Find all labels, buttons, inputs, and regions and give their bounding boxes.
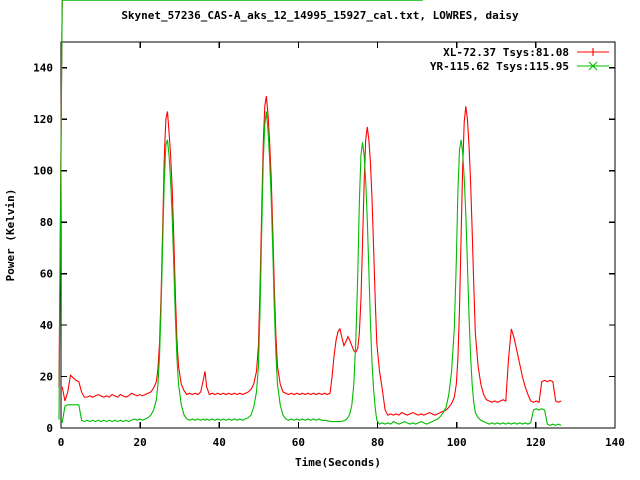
legend-label-0: XL-72.37 Tsys:81.08 xyxy=(443,46,569,59)
x-tick-label: 20 xyxy=(134,436,147,449)
y-tick-label: 0 xyxy=(46,422,53,435)
x-tick-label: 40 xyxy=(213,436,226,449)
chart-title: Skynet_57236_CAS-A_aks_12_14995_15927_ca… xyxy=(121,9,519,22)
y-tick-label: 120 xyxy=(33,113,53,126)
x-tick-label: 120 xyxy=(526,436,546,449)
y-tick-label: 140 xyxy=(33,62,53,75)
y-tick-label: 100 xyxy=(33,165,53,178)
series-1 xyxy=(58,0,562,427)
data-series-group xyxy=(58,0,562,427)
y-tick-label: 80 xyxy=(40,216,53,229)
x-tick-label: 140 xyxy=(605,436,625,449)
legend-label-1: YR-115.62 Tsys:115.95 xyxy=(430,60,569,73)
x-axis-title: Time(Seconds) xyxy=(295,456,381,469)
legend-marker-1 xyxy=(588,61,598,71)
series-line xyxy=(61,95,562,416)
legend-marker-0 xyxy=(589,48,597,56)
plot-frame xyxy=(60,41,616,429)
axes-frame xyxy=(60,41,616,429)
y-axis-ticks: 0 20 40 60 80 100 120 140 xyxy=(33,62,615,435)
series-markers xyxy=(58,0,423,420)
x-tick-label: 0 xyxy=(58,436,65,449)
y-tick-label: 40 xyxy=(40,319,53,332)
series-line xyxy=(61,111,562,427)
x-tick-label: 60 xyxy=(292,436,305,449)
x-tick-label: 80 xyxy=(371,436,384,449)
x-tick-label: 100 xyxy=(447,436,467,449)
y-axis-title: Power (Kelvin) xyxy=(4,189,17,282)
y-tick-label: 60 xyxy=(40,268,53,281)
y-tick-label: 20 xyxy=(40,371,53,384)
x-axis-ticks: 0 20 40 60 80 100 120 140 xyxy=(58,42,625,449)
